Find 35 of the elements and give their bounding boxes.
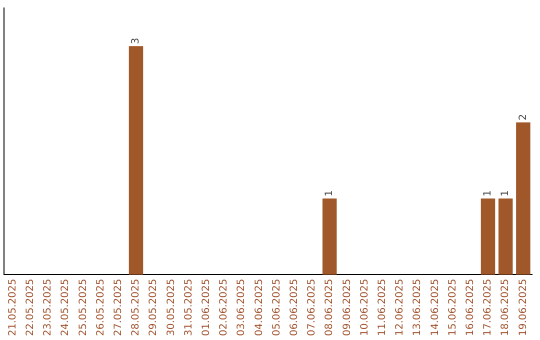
x-tick-label: 04.06.2025 xyxy=(254,278,265,336)
x-tick-label: 15.06.2025 xyxy=(447,278,458,336)
x-tick-label: 30.05.2025 xyxy=(166,278,177,336)
x-tick-label: 18.06.2025 xyxy=(500,278,512,336)
x-tick-label: 10.06.2025 xyxy=(359,278,370,336)
x-tick-label: 28.05.2025 xyxy=(130,278,142,336)
x-tick-label: 06.06.2025 xyxy=(288,278,300,336)
x-tick-label: 23.05.2025 xyxy=(42,278,54,336)
x-tick-label: 13.06.2025 xyxy=(412,278,424,336)
x-tick-label: 31.05.2025 xyxy=(183,278,194,336)
x-tick-label: 01.06.2025 xyxy=(200,278,212,336)
x-tick-label: 14.06.2025 xyxy=(430,278,441,336)
x-tick-label: 17.06.2025 xyxy=(482,278,494,336)
x-tick-label: 21.05.2025 xyxy=(7,278,18,336)
x-tick-label: 19.06.2025 xyxy=(518,278,529,336)
x-tick-label: 16.06.2025 xyxy=(464,278,476,336)
x-tick-label: 29.05.2025 xyxy=(148,278,160,336)
x-tick-label: 26.05.2025 xyxy=(95,278,106,336)
x-tick-label: 05.06.2025 xyxy=(271,278,282,336)
x-tick-label: 03.06.2025 xyxy=(236,278,248,336)
x-tick-label: 11.06.2025 xyxy=(376,278,388,336)
data-label: 1 xyxy=(500,190,512,197)
data-label: 1 xyxy=(482,190,494,197)
data-label: 2 xyxy=(518,114,529,120)
x-tick-label: 22.05.2025 xyxy=(24,278,36,336)
x-tick-label: 25.05.2025 xyxy=(78,278,89,336)
data-label: 1 xyxy=(324,190,336,197)
x-tick-label: 02.06.2025 xyxy=(218,278,230,336)
x-tick-label: 24.05.2025 xyxy=(60,278,72,336)
data-label: 3 xyxy=(130,38,142,44)
x-tick-label: 09.06.2025 xyxy=(342,278,353,336)
x-tick-label: 27.05.2025 xyxy=(112,278,124,336)
x-tick-label: 07.06.2025 xyxy=(306,278,318,336)
x-tick-label: 12.06.2025 xyxy=(394,278,406,336)
x-tick-label: 08.06.2025 xyxy=(324,278,336,336)
